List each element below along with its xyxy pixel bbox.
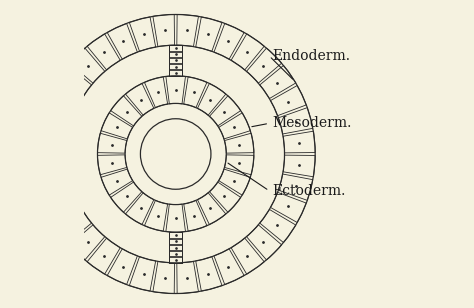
Polygon shape [198,83,226,115]
Polygon shape [169,70,182,75]
Text: Mesoderm.: Mesoderm. [272,116,352,130]
Polygon shape [45,192,81,222]
Polygon shape [219,169,250,195]
Polygon shape [196,257,222,291]
Polygon shape [36,155,68,177]
Polygon shape [214,23,244,59]
Polygon shape [169,239,182,244]
Polygon shape [126,193,154,225]
Polygon shape [129,257,155,291]
Polygon shape [271,192,306,222]
Polygon shape [219,113,250,139]
Polygon shape [225,133,254,153]
Polygon shape [110,182,142,212]
Polygon shape [145,77,168,107]
Polygon shape [107,23,137,59]
Circle shape [67,45,284,263]
Polygon shape [153,14,174,47]
Polygon shape [271,86,306,116]
Polygon shape [210,182,241,212]
Polygon shape [231,34,264,70]
Polygon shape [169,51,182,57]
Polygon shape [101,169,133,195]
Polygon shape [278,108,313,134]
Polygon shape [126,83,154,115]
Polygon shape [45,86,81,116]
Polygon shape [169,45,182,51]
Polygon shape [169,245,182,250]
Polygon shape [145,201,168,231]
Circle shape [140,119,211,189]
Polygon shape [169,58,182,63]
Polygon shape [184,201,207,231]
Polygon shape [225,155,254,175]
Polygon shape [55,209,91,243]
Polygon shape [177,261,199,294]
Polygon shape [166,76,185,104]
Text: Ectoderm.: Ectoderm. [272,184,346,198]
Polygon shape [260,65,296,99]
Polygon shape [55,65,91,99]
Polygon shape [87,34,120,70]
Polygon shape [87,238,120,274]
Polygon shape [214,249,244,285]
Polygon shape [169,257,182,263]
Polygon shape [198,193,226,225]
Polygon shape [166,204,185,232]
Polygon shape [283,131,315,153]
Polygon shape [246,225,282,260]
Polygon shape [169,251,182,257]
Text: Endoderm.: Endoderm. [272,49,350,63]
Polygon shape [184,77,207,107]
Polygon shape [110,96,142,126]
Polygon shape [70,48,105,83]
Polygon shape [278,174,313,200]
Polygon shape [169,64,182,69]
Polygon shape [70,225,105,260]
Polygon shape [153,261,174,294]
Polygon shape [260,209,296,243]
Polygon shape [36,131,68,153]
Polygon shape [210,96,241,126]
Polygon shape [38,108,73,134]
Polygon shape [129,17,155,51]
Polygon shape [98,155,127,175]
Polygon shape [101,113,133,139]
Polygon shape [107,249,137,285]
Polygon shape [169,233,182,238]
Polygon shape [98,133,127,153]
Polygon shape [283,155,315,177]
Polygon shape [177,14,199,47]
Polygon shape [38,174,73,200]
Polygon shape [231,238,264,274]
Polygon shape [246,48,282,83]
Polygon shape [196,17,222,51]
